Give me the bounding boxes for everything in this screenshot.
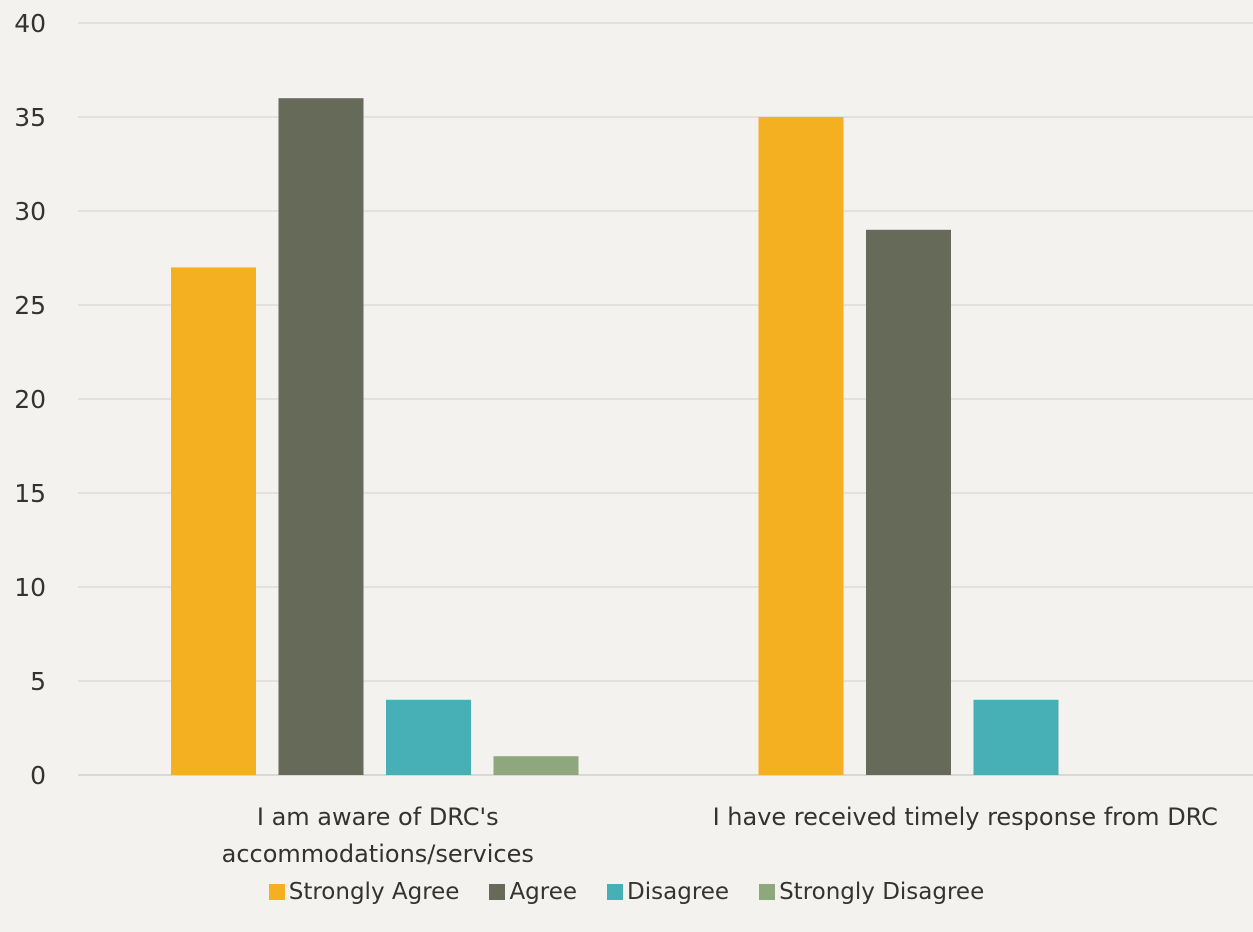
x-axis-categories: I am aware of DRC's accommodations/servic… (222, 803, 1218, 868)
legend-swatch (489, 884, 506, 900)
chart-legend: Strongly Agree Agree Disagree Strongly Disa… (0, 872, 1253, 912)
legend-item: Strongly Agree (268, 879, 460, 905)
bar-chart: 0 5 10 15 20 25 30 35 40 I am aware of DRC's acco… (14, 9, 1253, 868)
legend-label: Agree (509, 879, 578, 905)
y-tick-label: 25 (14, 291, 46, 320)
legend-swatch (268, 884, 285, 900)
y-tick-label: 10 (14, 573, 46, 602)
legend-label: Strongly Agree (288, 879, 460, 905)
x-category-label: I have received timely response from DRC (713, 803, 1218, 831)
legend-swatch (759, 884, 776, 900)
legend-label: Strongly Disagree (779, 879, 985, 905)
bars (171, 98, 1059, 776)
legend-item: Disagree (607, 879, 729, 905)
y-tick-label: 40 (14, 9, 46, 38)
bar-agree (278, 98, 364, 775)
y-tick-label: 15 (14, 479, 46, 508)
legend-item: Strongly Disagree (759, 879, 984, 905)
bar-strongly-agree (171, 267, 256, 775)
bar-disagree (386, 699, 471, 775)
y-tick-label: 20 (14, 385, 46, 414)
x-category-label: I am aware of DRC's accommodations/servic… (222, 803, 534, 868)
bar-agree (866, 229, 951, 776)
bar-disagree (973, 699, 1059, 775)
bar-strongly-agree (758, 117, 844, 775)
bar-strongly-disagree (493, 756, 579, 775)
y-tick-label: 0 (30, 761, 46, 790)
legend-swatch (607, 884, 624, 900)
y-tick-label: 30 (14, 197, 46, 226)
legend-label: Disagree (627, 879, 730, 905)
y-axis-ticks: 0 5 10 15 20 25 30 35 40 (14, 9, 46, 790)
legend-item: Agree (489, 879, 577, 905)
y-tick-label: 35 (14, 103, 46, 132)
y-tick-label: 5 (30, 667, 46, 696)
gridlines (78, 22, 1253, 776)
